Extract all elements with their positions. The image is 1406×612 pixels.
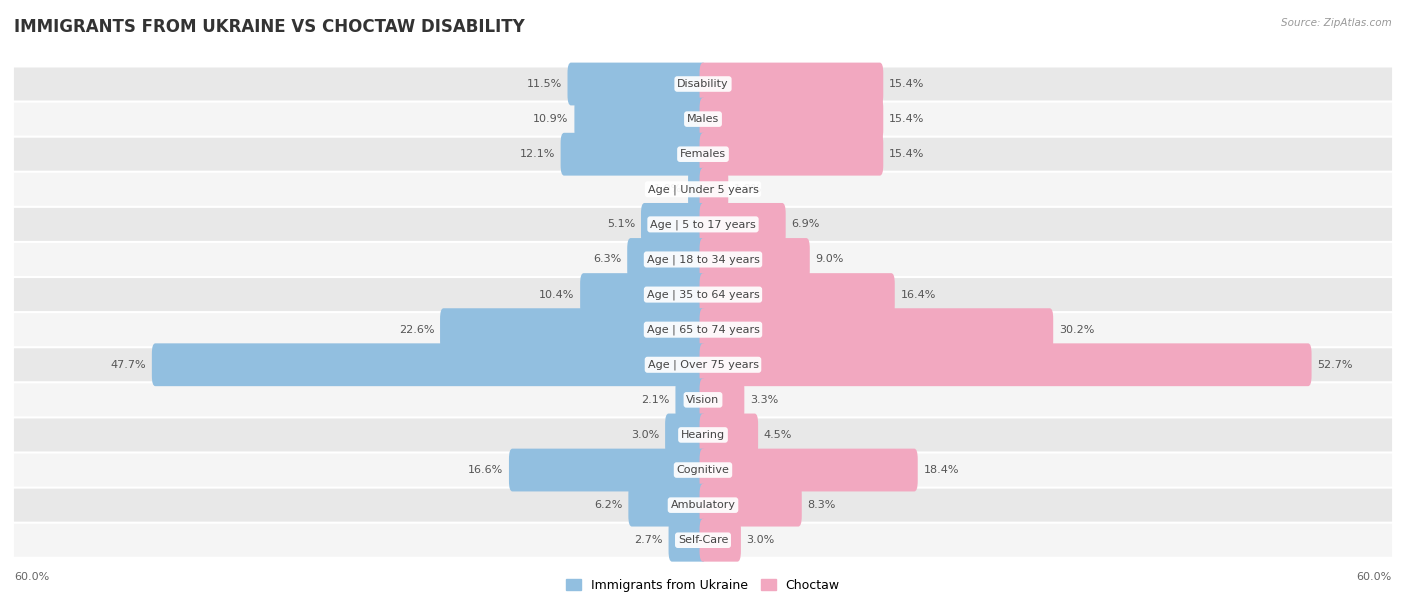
FancyBboxPatch shape bbox=[700, 273, 894, 316]
Text: 16.6%: 16.6% bbox=[468, 465, 503, 475]
Text: Females: Females bbox=[681, 149, 725, 159]
Text: 15.4%: 15.4% bbox=[889, 114, 924, 124]
FancyBboxPatch shape bbox=[14, 419, 1392, 452]
Text: 2.7%: 2.7% bbox=[634, 536, 662, 545]
Text: Males: Males bbox=[688, 114, 718, 124]
FancyBboxPatch shape bbox=[641, 203, 706, 246]
Text: Source: ZipAtlas.com: Source: ZipAtlas.com bbox=[1281, 18, 1392, 28]
Text: 6.3%: 6.3% bbox=[593, 255, 621, 264]
FancyBboxPatch shape bbox=[509, 449, 706, 491]
Legend: Immigrants from Ukraine, Choctaw: Immigrants from Ukraine, Choctaw bbox=[561, 574, 845, 597]
FancyBboxPatch shape bbox=[627, 238, 706, 281]
FancyBboxPatch shape bbox=[665, 414, 706, 457]
FancyBboxPatch shape bbox=[568, 62, 706, 105]
Text: 8.3%: 8.3% bbox=[807, 500, 835, 510]
FancyBboxPatch shape bbox=[700, 203, 786, 246]
FancyBboxPatch shape bbox=[14, 243, 1392, 276]
FancyBboxPatch shape bbox=[575, 98, 706, 141]
FancyBboxPatch shape bbox=[700, 378, 744, 421]
FancyBboxPatch shape bbox=[700, 519, 741, 562]
Text: 4.5%: 4.5% bbox=[763, 430, 792, 440]
FancyBboxPatch shape bbox=[14, 67, 1392, 100]
Text: 6.9%: 6.9% bbox=[792, 219, 820, 230]
Text: Age | 18 to 34 years: Age | 18 to 34 years bbox=[647, 254, 759, 265]
Text: 47.7%: 47.7% bbox=[111, 360, 146, 370]
FancyBboxPatch shape bbox=[14, 173, 1392, 206]
Text: 60.0%: 60.0% bbox=[14, 572, 49, 582]
FancyBboxPatch shape bbox=[669, 519, 706, 562]
FancyBboxPatch shape bbox=[14, 208, 1392, 241]
FancyBboxPatch shape bbox=[700, 168, 728, 211]
Text: 12.1%: 12.1% bbox=[519, 149, 555, 159]
Text: 3.3%: 3.3% bbox=[749, 395, 779, 405]
FancyBboxPatch shape bbox=[561, 133, 706, 176]
FancyBboxPatch shape bbox=[700, 98, 883, 141]
Text: 1.9%: 1.9% bbox=[734, 184, 762, 194]
FancyBboxPatch shape bbox=[700, 343, 1312, 386]
Text: 1.0%: 1.0% bbox=[654, 184, 682, 194]
Text: IMMIGRANTS FROM UKRAINE VS CHOCTAW DISABILITY: IMMIGRANTS FROM UKRAINE VS CHOCTAW DISAB… bbox=[14, 18, 524, 36]
FancyBboxPatch shape bbox=[700, 483, 801, 526]
FancyBboxPatch shape bbox=[700, 308, 1053, 351]
FancyBboxPatch shape bbox=[675, 378, 706, 421]
Text: Ambulatory: Ambulatory bbox=[671, 500, 735, 510]
FancyBboxPatch shape bbox=[14, 488, 1392, 521]
Text: Age | 35 to 64 years: Age | 35 to 64 years bbox=[647, 289, 759, 300]
FancyBboxPatch shape bbox=[700, 449, 918, 491]
FancyBboxPatch shape bbox=[14, 348, 1392, 381]
Text: 15.4%: 15.4% bbox=[889, 79, 924, 89]
Text: Self-Care: Self-Care bbox=[678, 536, 728, 545]
FancyBboxPatch shape bbox=[628, 483, 706, 526]
FancyBboxPatch shape bbox=[14, 313, 1392, 346]
FancyBboxPatch shape bbox=[440, 308, 706, 351]
Text: 30.2%: 30.2% bbox=[1059, 325, 1094, 335]
Text: Hearing: Hearing bbox=[681, 430, 725, 440]
FancyBboxPatch shape bbox=[14, 453, 1392, 487]
FancyBboxPatch shape bbox=[14, 138, 1392, 171]
FancyBboxPatch shape bbox=[14, 383, 1392, 416]
Text: Age | Under 5 years: Age | Under 5 years bbox=[648, 184, 758, 195]
Text: 3.0%: 3.0% bbox=[631, 430, 659, 440]
FancyBboxPatch shape bbox=[688, 168, 706, 211]
FancyBboxPatch shape bbox=[700, 414, 758, 457]
Text: 52.7%: 52.7% bbox=[1317, 360, 1353, 370]
FancyBboxPatch shape bbox=[700, 133, 883, 176]
Text: Vision: Vision bbox=[686, 395, 720, 405]
FancyBboxPatch shape bbox=[700, 62, 883, 105]
Text: Age | 65 to 74 years: Age | 65 to 74 years bbox=[647, 324, 759, 335]
Text: 3.0%: 3.0% bbox=[747, 536, 775, 545]
FancyBboxPatch shape bbox=[152, 343, 706, 386]
Text: Disability: Disability bbox=[678, 79, 728, 89]
FancyBboxPatch shape bbox=[14, 278, 1392, 311]
Text: 5.1%: 5.1% bbox=[607, 219, 636, 230]
Text: 18.4%: 18.4% bbox=[924, 465, 959, 475]
Text: Age | Over 75 years: Age | Over 75 years bbox=[648, 359, 758, 370]
Text: Age | 5 to 17 years: Age | 5 to 17 years bbox=[650, 219, 756, 230]
Text: 15.4%: 15.4% bbox=[889, 149, 924, 159]
Text: 10.4%: 10.4% bbox=[538, 289, 575, 299]
Text: 60.0%: 60.0% bbox=[1357, 572, 1392, 582]
FancyBboxPatch shape bbox=[14, 103, 1392, 136]
FancyBboxPatch shape bbox=[14, 524, 1392, 557]
FancyBboxPatch shape bbox=[700, 238, 810, 281]
FancyBboxPatch shape bbox=[581, 273, 706, 316]
Text: 11.5%: 11.5% bbox=[526, 79, 562, 89]
Text: 22.6%: 22.6% bbox=[399, 325, 434, 335]
Text: 10.9%: 10.9% bbox=[533, 114, 568, 124]
Text: 6.2%: 6.2% bbox=[595, 500, 623, 510]
Text: 9.0%: 9.0% bbox=[815, 255, 844, 264]
Text: 2.1%: 2.1% bbox=[641, 395, 669, 405]
Text: 16.4%: 16.4% bbox=[900, 289, 936, 299]
Text: Cognitive: Cognitive bbox=[676, 465, 730, 475]
